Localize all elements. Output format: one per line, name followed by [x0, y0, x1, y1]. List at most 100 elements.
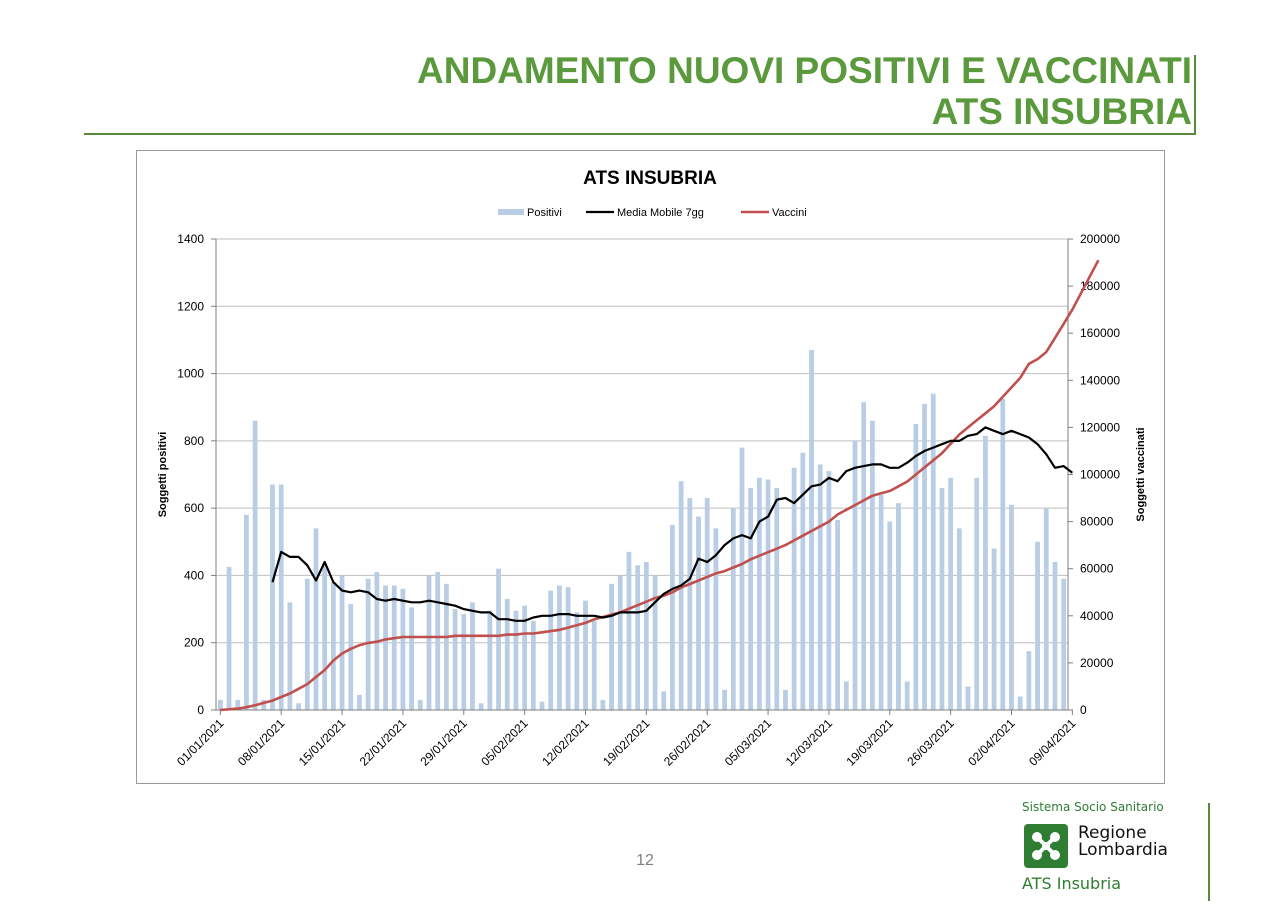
bar [383, 585, 388, 710]
bar [722, 689, 727, 710]
y-axis-title: Soggetti positivi [157, 432, 169, 518]
bar [452, 609, 458, 710]
bar [696, 516, 701, 710]
bar [791, 467, 797, 710]
bar [817, 464, 823, 710]
bar [313, 528, 319, 710]
bar [574, 612, 580, 710]
bar [470, 602, 475, 710]
bar [713, 528, 719, 710]
bar [748, 487, 754, 710]
bar [617, 575, 623, 710]
y2-tick-label: 60000 [1080, 562, 1114, 576]
bar [443, 583, 449, 710]
x-tick-label: 22/01/2021 [357, 716, 410, 769]
logo-region-text: Regione Lombardia [1078, 823, 1168, 860]
regione-lombardia-logo: Sistema Socio Sanitario Regione Lombardi… [1022, 800, 1202, 900]
y-tick-label: 1000 [177, 367, 204, 381]
slide-title: ANDAMENTO NUOVI POSITIVI E VACCINATI ATS… [417, 50, 1192, 132]
bar [948, 477, 954, 710]
y-tick-label: 800 [184, 434, 204, 448]
bar [843, 681, 849, 710]
bar [513, 610, 519, 710]
x-tick-label: 12/02/2021 [539, 716, 592, 769]
bar [496, 568, 501, 710]
bar [557, 585, 562, 710]
bar [287, 602, 293, 710]
bar [244, 514, 249, 710]
bar [296, 703, 301, 710]
x-tick-label: 09/04/2021 [1026, 716, 1079, 769]
bar [357, 694, 362, 710]
bar [869, 420, 875, 710]
logo-system-text: Sistema Socio Sanitario [1022, 800, 1164, 814]
bar [478, 703, 484, 710]
bar [861, 402, 867, 710]
legend-bars-label: Positivi [527, 207, 562, 219]
slide-title-line1: ANDAMENTO NUOVI POSITIVI E VACCINATI [417, 50, 1192, 91]
bar [878, 494, 884, 710]
bar [1000, 398, 1006, 710]
x-tick-label: 05/02/2021 [478, 716, 531, 769]
bar [913, 424, 919, 710]
bar [609, 583, 614, 710]
legend-bars-swatch [498, 209, 524, 215]
y-tick-label: 1200 [177, 299, 204, 313]
rosa-camuna-icon [1024, 824, 1068, 868]
bar [774, 487, 780, 710]
moving-average-line [271, 426, 1073, 622]
bar [904, 681, 910, 710]
x-tick-label: 19/03/2021 [844, 716, 897, 769]
bar [678, 481, 684, 710]
y-tick-label: 200 [184, 636, 204, 650]
y2-tick-label: 0 [1080, 703, 1087, 717]
x-tick-label: 02/04/2021 [965, 716, 1018, 769]
bar [270, 484, 275, 710]
bar [687, 498, 693, 710]
y-tick-label: 400 [184, 568, 204, 582]
bar [896, 503, 901, 710]
logo-ats-text: ATS Insubria [1022, 874, 1122, 893]
bar [278, 484, 284, 710]
bar [565, 587, 571, 710]
bar [591, 620, 597, 710]
bar [504, 598, 510, 710]
bar [339, 575, 345, 710]
bar [487, 610, 493, 710]
bar [322, 563, 328, 710]
bar [530, 620, 536, 710]
bar [704, 498, 710, 710]
y-tick-label: 1400 [177, 232, 204, 246]
bar [730, 508, 736, 710]
bar [1061, 578, 1067, 710]
bar [1026, 651, 1032, 710]
bar [635, 565, 641, 710]
y-tick-label: 600 [184, 501, 204, 515]
bar [965, 686, 971, 710]
bar [626, 551, 632, 710]
bar [426, 575, 432, 710]
bar [652, 575, 658, 710]
title-divider [84, 133, 1196, 135]
bar [400, 588, 406, 710]
slide-title-line2: ATS INSUBRIA [931, 91, 1192, 132]
y2-tick-label: 100000 [1080, 468, 1120, 482]
y2-tick-label: 20000 [1080, 656, 1114, 670]
bar [661, 691, 667, 710]
x-tick-label: 12/03/2021 [783, 716, 836, 769]
bar [983, 435, 988, 710]
bar [756, 477, 762, 710]
x-tick-label: 26/02/2021 [661, 716, 714, 769]
page-number: 12 [636, 852, 654, 869]
bar [539, 701, 545, 710]
y2-tick-label: 160000 [1080, 326, 1120, 340]
legend-vaccines-label: Vaccini [772, 207, 807, 219]
bar [391, 585, 397, 710]
x-tick-label: 26/03/2021 [904, 716, 957, 769]
x-tick-label: 29/01/2021 [418, 716, 471, 769]
y2-tick-label: 180000 [1080, 279, 1120, 293]
bar [330, 582, 336, 710]
bar [548, 590, 554, 710]
x-tick-label: 08/01/2021 [235, 716, 288, 769]
y2-axis-title: Soggetti vaccinati [1135, 427, 1147, 521]
